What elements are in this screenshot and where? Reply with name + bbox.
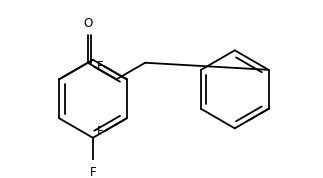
Text: F: F xyxy=(90,166,96,178)
Text: F: F xyxy=(96,60,103,73)
Text: F: F xyxy=(96,125,103,138)
Text: O: O xyxy=(83,17,92,30)
